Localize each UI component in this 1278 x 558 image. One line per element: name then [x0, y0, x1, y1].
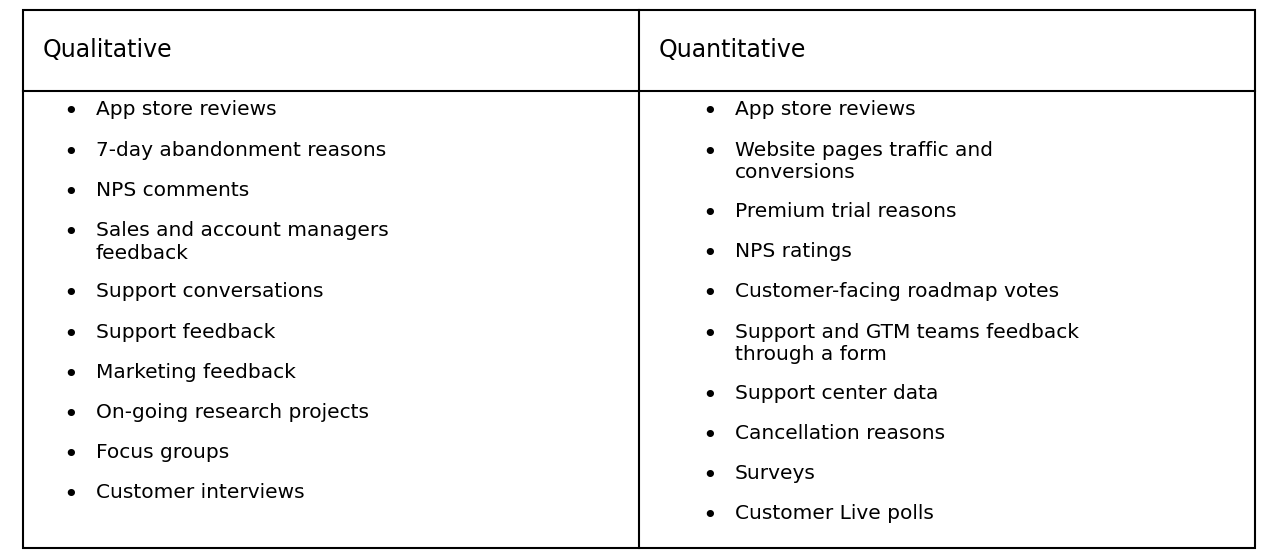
Text: Support center data: Support center data [735, 384, 938, 403]
Text: Qualitative: Qualitative [42, 39, 171, 62]
Text: Sales and account managers
feedback: Sales and account managers feedback [96, 221, 389, 263]
Text: •: • [702, 141, 717, 165]
Text: •: • [63, 363, 78, 387]
Text: •: • [702, 504, 717, 528]
Text: •: • [702, 282, 717, 306]
Text: •: • [63, 403, 78, 427]
Text: Support feedback: Support feedback [96, 323, 275, 341]
Text: •: • [63, 141, 78, 165]
Text: Marketing feedback: Marketing feedback [96, 363, 295, 382]
Text: App store reviews: App store reviews [96, 100, 276, 119]
Text: NPS comments: NPS comments [96, 181, 249, 200]
Text: •: • [702, 424, 717, 448]
Text: Quantitative: Quantitative [658, 39, 805, 62]
Text: •: • [702, 464, 717, 488]
Text: Premium trial reasons: Premium trial reasons [735, 202, 956, 221]
Text: •: • [63, 100, 78, 124]
Text: Support and GTM teams feedback
through a form: Support and GTM teams feedback through a… [735, 323, 1079, 364]
Text: Customer Live polls: Customer Live polls [735, 504, 934, 523]
Text: Website pages traffic and
conversions: Website pages traffic and conversions [735, 141, 993, 182]
Text: NPS ratings: NPS ratings [735, 242, 851, 261]
Text: App store reviews: App store reviews [735, 100, 915, 119]
Text: •: • [702, 100, 717, 124]
Text: Customer-facing roadmap votes: Customer-facing roadmap votes [735, 282, 1059, 301]
Text: •: • [63, 483, 78, 507]
Text: •: • [63, 443, 78, 467]
Text: •: • [702, 323, 717, 347]
Text: •: • [702, 384, 717, 408]
Text: Surveys: Surveys [735, 464, 815, 483]
Text: Customer interviews: Customer interviews [96, 483, 304, 502]
Text: •: • [702, 202, 717, 226]
Text: 7-day abandonment reasons: 7-day abandonment reasons [96, 141, 386, 160]
Text: Focus groups: Focus groups [96, 443, 229, 462]
Text: Cancellation reasons: Cancellation reasons [735, 424, 944, 443]
Text: Support conversations: Support conversations [96, 282, 323, 301]
Text: •: • [63, 221, 78, 245]
Text: •: • [63, 323, 78, 347]
Text: •: • [63, 282, 78, 306]
Text: On-going research projects: On-going research projects [96, 403, 369, 422]
Text: •: • [63, 181, 78, 205]
Text: •: • [702, 242, 717, 266]
